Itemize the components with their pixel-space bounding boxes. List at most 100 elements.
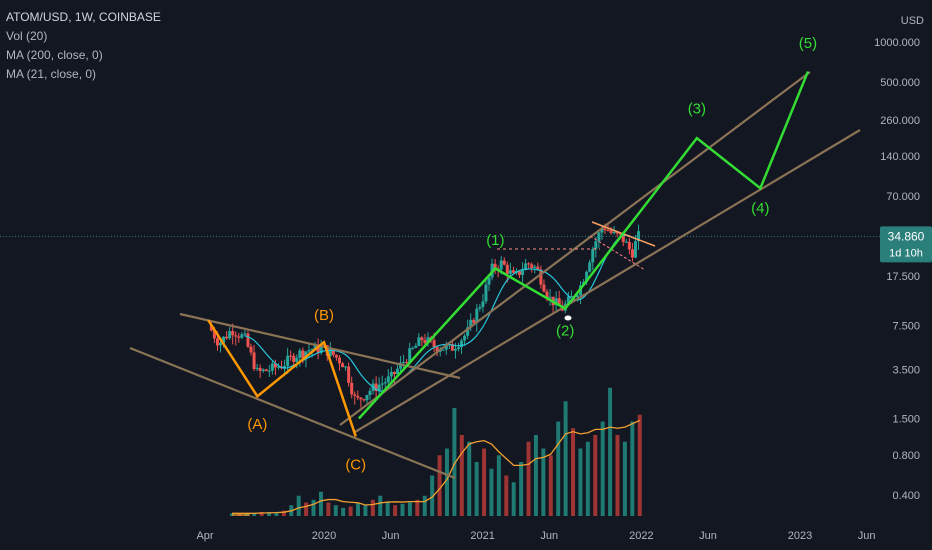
y-tick-label: 70.000 bbox=[886, 191, 920, 203]
candle-body bbox=[310, 349, 314, 351]
volume-bar bbox=[348, 506, 353, 516]
candle-body bbox=[588, 262, 592, 272]
candle-body bbox=[212, 330, 216, 339]
x-tick-label: 2021 bbox=[470, 530, 494, 542]
candle-body bbox=[331, 349, 335, 355]
wave-label-orange: (A) bbox=[247, 416, 267, 433]
candle-body bbox=[225, 336, 229, 339]
candle-body bbox=[585, 271, 589, 283]
volume-bar bbox=[259, 511, 264, 516]
candle-body bbox=[298, 350, 302, 358]
candle-body bbox=[246, 333, 250, 347]
legend-volume[interactable]: Vol (20) bbox=[6, 29, 48, 43]
candle-body bbox=[441, 349, 445, 351]
volume-bar bbox=[600, 421, 605, 516]
candle-body bbox=[338, 357, 342, 364]
candle-body bbox=[484, 284, 488, 302]
price-tag-countdown: 1d 10h bbox=[889, 247, 923, 259]
candle-body bbox=[450, 344, 454, 351]
candle-body bbox=[292, 355, 296, 362]
candle-body bbox=[478, 307, 482, 309]
volume-bar bbox=[267, 511, 272, 516]
candle-body bbox=[411, 347, 415, 349]
legend-ma200[interactable]: MA (200, close, 0) bbox=[6, 48, 103, 62]
candle-body bbox=[624, 241, 628, 243]
trend-line bbox=[129, 346, 456, 480]
wave-label-orange: (C) bbox=[345, 457, 366, 474]
volume-bar bbox=[341, 507, 346, 516]
volume-bar bbox=[378, 495, 383, 516]
legend-symbol[interactable]: ATOM/USD, 1W, COINBASE bbox=[6, 10, 161, 24]
volume-bar bbox=[585, 441, 590, 516]
candle-body bbox=[545, 291, 549, 298]
wave-label-green: (1) bbox=[486, 232, 504, 249]
trend-line bbox=[354, 129, 861, 433]
wave-label-green: (5) bbox=[799, 35, 817, 52]
y-tick-label: 3.500 bbox=[892, 364, 920, 376]
volume-bar bbox=[393, 505, 398, 516]
candle-body bbox=[270, 363, 274, 371]
volume-bar bbox=[281, 510, 286, 516]
candle-body bbox=[408, 348, 412, 363]
candle-body bbox=[234, 335, 238, 337]
wave-label-orange: (B) bbox=[314, 307, 334, 324]
candle-body bbox=[597, 232, 601, 242]
candle-body bbox=[380, 383, 384, 385]
candle-body bbox=[432, 340, 436, 347]
candle-body bbox=[630, 249, 634, 258]
candle-body bbox=[353, 394, 357, 396]
legend-ma21[interactable]: MA (21, close, 0) bbox=[6, 67, 97, 81]
x-tick-label: Jun bbox=[858, 530, 876, 542]
volume-bar bbox=[318, 491, 323, 516]
candle-body bbox=[255, 367, 259, 369]
candle-body bbox=[505, 264, 509, 274]
volume-ma-line bbox=[231, 419, 641, 514]
volume-bar bbox=[304, 502, 309, 516]
x-tick-label: 2023 bbox=[788, 530, 812, 542]
candle-body bbox=[566, 296, 570, 304]
volume-bar bbox=[333, 505, 338, 516]
candle-body bbox=[493, 263, 497, 269]
volume-bar bbox=[370, 499, 375, 516]
candle-body bbox=[365, 394, 369, 401]
candle-body bbox=[386, 376, 390, 383]
volume-bar bbox=[511, 482, 516, 516]
candle-body bbox=[539, 269, 543, 285]
volume-bar bbox=[541, 448, 546, 516]
volume-bar bbox=[496, 455, 501, 516]
candle-body bbox=[344, 366, 348, 368]
candle-body bbox=[612, 231, 616, 233]
candle-body bbox=[527, 263, 531, 265]
volume-bar bbox=[385, 502, 390, 516]
candle-body bbox=[301, 350, 305, 359]
candle-body bbox=[542, 284, 546, 292]
candle-body bbox=[276, 366, 280, 368]
candle-body bbox=[557, 298, 561, 306]
candle-body bbox=[243, 333, 247, 335]
candle-body bbox=[417, 337, 421, 346]
volume-bar bbox=[326, 502, 331, 516]
candle-body bbox=[405, 361, 409, 363]
candle-body bbox=[267, 370, 271, 372]
candle-body bbox=[554, 298, 558, 306]
x-tick-label: Jun bbox=[540, 530, 558, 542]
candle-body bbox=[487, 277, 491, 285]
candle-body bbox=[316, 344, 320, 353]
volume-bar bbox=[422, 495, 427, 516]
y-tick-label: 1.500 bbox=[892, 413, 920, 425]
candle-body bbox=[328, 349, 332, 356]
x-tick-label: 2022 bbox=[629, 530, 653, 542]
candle-body bbox=[569, 296, 573, 298]
volume-bar bbox=[459, 435, 464, 516]
candle-body bbox=[603, 228, 607, 231]
candle-body bbox=[444, 345, 448, 350]
volume-bar bbox=[533, 435, 538, 516]
candle-body bbox=[307, 350, 311, 352]
volume-bar bbox=[274, 511, 279, 516]
candle-body bbox=[469, 319, 473, 328]
candle-body bbox=[591, 249, 595, 263]
y-tick-label: 500.000 bbox=[880, 77, 920, 89]
candle-body bbox=[347, 366, 351, 383]
candle-body bbox=[395, 368, 399, 375]
